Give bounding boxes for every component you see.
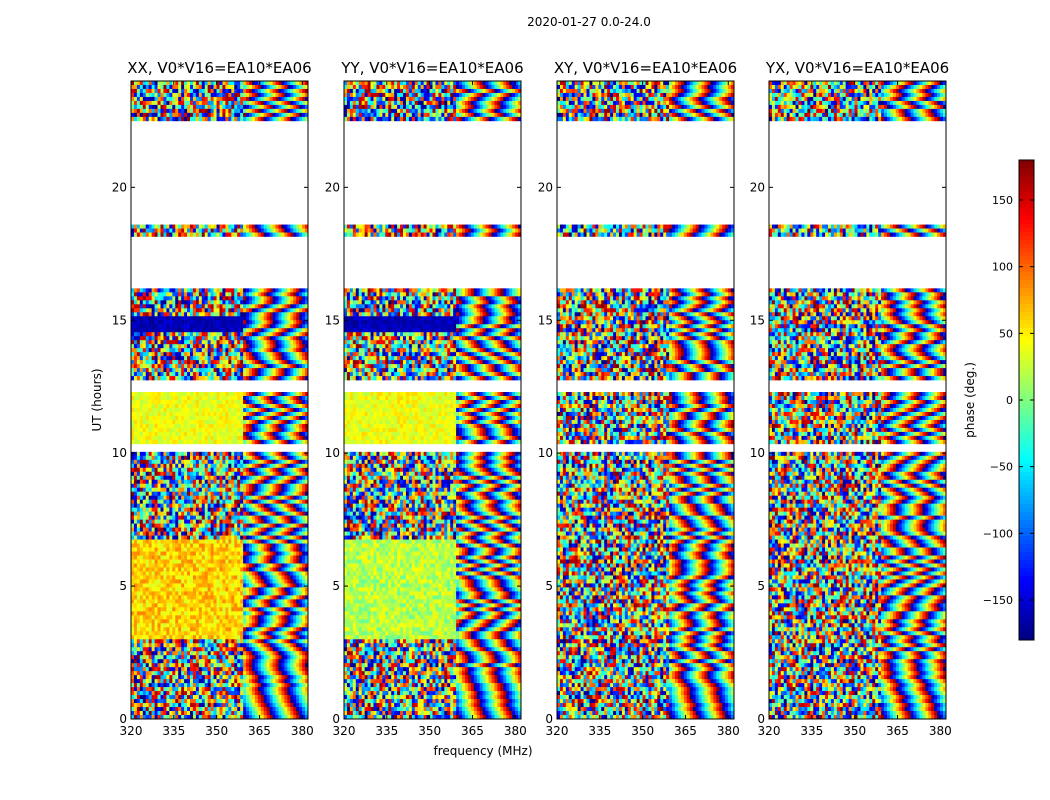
x-tick-label: 335 (588, 724, 611, 738)
panel-frame (556, 80, 735, 720)
colorbar-tick-label: −50 (990, 461, 1013, 474)
phase-heatmap (557, 81, 735, 720)
y-tick-label: 0 (119, 712, 127, 726)
x-tick-label: 350 (631, 724, 654, 738)
panel-frame (343, 80, 522, 720)
panels: XX, V0*V16=EA10*EA06 320 335 350 365 380 0 5 10 1… (112, 59, 952, 738)
panel-title-xx: XX, V0*V16=EA10*EA06 (127, 59, 311, 77)
y-tick-label: 5 (119, 579, 127, 593)
y-tick-label: 5 (757, 579, 765, 593)
y-tick-label: 15 (325, 313, 340, 327)
y-tick-label: 10 (750, 446, 765, 460)
x-tick-label: 365 (886, 724, 909, 738)
colorbar-label: phase (deg.) (963, 362, 977, 438)
y-tick-label: 15 (750, 313, 765, 327)
x-tick-label: 320 (758, 724, 781, 738)
x-tick-label: 350 (843, 724, 866, 738)
x-tick-label: 365 (248, 724, 271, 738)
phase-heatmap (344, 81, 522, 720)
y-tick-label: 5 (332, 579, 340, 593)
figure-title: 2020-01-27 0.0-24.0 (527, 15, 651, 29)
y-tick-label: 0 (757, 712, 765, 726)
y-tick-label: 0 (545, 712, 553, 726)
x-tick-label: 380 (504, 724, 527, 738)
y-tick-label: 10 (112, 446, 127, 460)
x-tick-label: 365 (461, 724, 484, 738)
y-tick-label: 10 (538, 446, 553, 460)
y-tick-label: 10 (325, 446, 340, 460)
y-tick-label: 20 (538, 180, 553, 194)
x-tick-label: 320 (120, 724, 143, 738)
x-tick-label: 335 (800, 724, 823, 738)
x-tick-label: 380 (291, 724, 314, 738)
panel-frame (768, 80, 947, 720)
panel-yx: YX, V0*V16=EA10*EA06 320 335 350 365 380 0 5 10 1… (750, 59, 952, 738)
x-axis-label: frequency (MHz) (433, 744, 532, 758)
y-tick-label: 15 (112, 313, 127, 327)
x-tick-label: 320 (333, 724, 356, 738)
y-tick-label: 20 (750, 180, 765, 194)
colorbar-tick-label: −150 (983, 594, 1013, 607)
panel-xy: XY, V0*V16=EA10*EA06 320 335 350 365 380 0 5 10 1… (538, 59, 740, 738)
x-tick-label: 380 (717, 724, 740, 738)
colorbar-tick-label: 150 (992, 194, 1013, 207)
panel-xx: XX, V0*V16=EA10*EA06 320 335 350 365 380 0 5 10 1… (112, 59, 314, 738)
x-tick-label: 335 (375, 724, 398, 738)
y-tick-label: 5 (545, 579, 553, 593)
x-tick-label: 350 (205, 724, 228, 738)
y-tick-label: 15 (538, 313, 553, 327)
phase-heatmap (769, 81, 947, 720)
panel-title-yx: YX, V0*V16=EA10*EA06 (765, 59, 949, 77)
x-tick-label: 380 (929, 724, 952, 738)
y-axis-label: UT (hours) (90, 368, 104, 431)
colorbar: −150 −100 −50 0 50 100 150 (983, 159, 1035, 641)
colorbar-tick-label: −100 (983, 527, 1013, 540)
y-tick-label: 20 (325, 180, 340, 194)
colorbar-tick-label: 100 (992, 261, 1013, 274)
panel-title-xy: XY, V0*V16=EA10*EA06 (554, 59, 737, 77)
x-tick-label: 350 (418, 724, 441, 738)
y-tick-label: 0 (332, 712, 340, 726)
colorbar-tick-label: 0 (1006, 394, 1013, 407)
y-tick-label: 20 (112, 180, 127, 194)
colorbar-tick-label: 50 (999, 327, 1013, 340)
x-tick-label: 365 (674, 724, 697, 738)
x-tick-label: 335 (162, 724, 185, 738)
x-tick-label: 320 (546, 724, 569, 738)
panel-title-yy: YY, V0*V16=EA10*EA06 (340, 59, 523, 77)
panel-frame (130, 80, 309, 720)
phase-heatmap (131, 81, 309, 720)
panel-yy: YY, V0*V16=EA10*EA06 320 335 350 365 380 0 5 10 1… (325, 59, 527, 738)
